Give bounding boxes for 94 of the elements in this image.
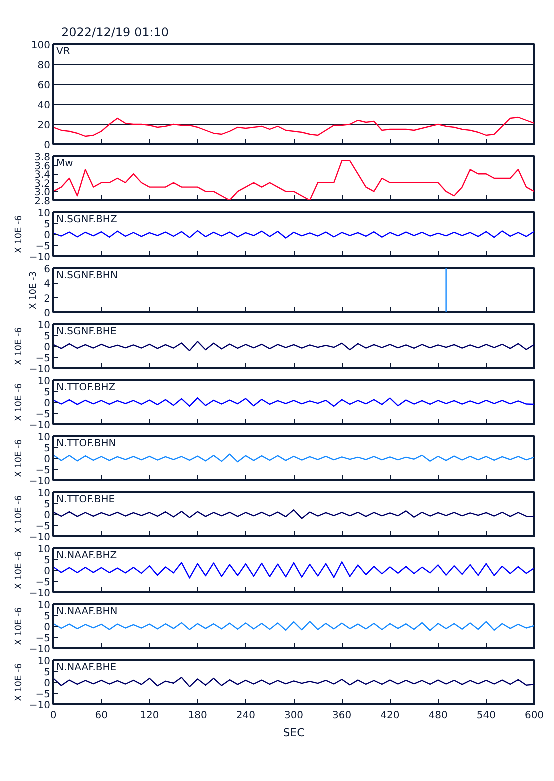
chart-title: 2022/12/19 01:10 (62, 26, 170, 40)
y-tick-label: 5 (44, 388, 51, 398)
y-tick-label: −5 (36, 410, 51, 420)
y-tick-label: 10 (38, 320, 51, 332)
y-tick-label: −10 (29, 420, 51, 432)
y-tick-label: 10 (38, 488, 51, 500)
y-tick-label: 0 (44, 140, 51, 152)
x-tick-label: 360 (332, 710, 352, 722)
y-tick-label: 5 (44, 612, 51, 622)
x-axis-title: SEC (283, 726, 306, 740)
x-tick-label: 60 (95, 710, 108, 722)
y-tick-label: −5 (36, 578, 51, 588)
x-tick-label: 120 (140, 710, 160, 722)
y-tick-label: −10 (29, 364, 51, 376)
series-label: N.NAAF.BHN (56, 606, 118, 618)
y-tick-label: 5 (44, 668, 51, 678)
y-tick-label: 0 (44, 308, 51, 320)
y-tick-label: 0 (44, 622, 51, 634)
y-tick-label: 40 (38, 100, 51, 112)
line-series (54, 562, 534, 579)
line-series (54, 454, 534, 463)
y-tick-label: 10 (38, 432, 51, 444)
y-tick-label: −10 (29, 588, 51, 600)
y-tick-label: 5 (44, 556, 51, 566)
y-tick-label: −5 (36, 466, 51, 476)
y-tick-label: 0 (44, 566, 51, 578)
text: N.SGNF.BHN (56, 270, 118, 282)
series-label: N.SGNF.BHE (56, 326, 117, 338)
y-axis-title: X 10E -6 (14, 495, 24, 534)
x-tick-label: 180 (188, 710, 208, 722)
y-tick-label: 10 (38, 656, 51, 668)
y-tick-label: −5 (36, 690, 51, 700)
series-label: N.TTOF.BHN (56, 438, 116, 450)
y-tick-label: 2.8 (34, 196, 51, 208)
y-axis-title: X 10E -6 (14, 607, 24, 646)
y-tick-label: 5 (44, 332, 51, 342)
y-tick-label: 0 (44, 230, 51, 242)
y-tick-label: 0 (44, 510, 51, 522)
y-tick-label: −10 (29, 476, 51, 488)
y-axis-title: X 10E -3 (29, 272, 40, 310)
y-tick-label: −5 (36, 634, 51, 644)
y-tick-label: 3.8 (34, 152, 51, 164)
y-tick-label: −5 (36, 354, 51, 364)
y-axis-title: X 10E -6 (14, 439, 24, 478)
y-tick-label: 80 (38, 60, 51, 72)
line-series (54, 160, 534, 200)
line-series (54, 230, 534, 239)
y-tick-label: 10 (38, 600, 51, 612)
y-axis-title: X 10E -6 (14, 215, 24, 254)
x-tick-label: 480 (428, 710, 448, 722)
x-tick-label: 540 (476, 710, 496, 722)
y-tick-label: 2 (44, 294, 51, 305)
y-tick-label: −10 (29, 252, 51, 264)
y-tick-label: 0 (44, 398, 51, 410)
y-tick-label: −10 (29, 700, 51, 712)
series-label: N.SGNF.BHZ (56, 214, 118, 226)
y-tick-label: 0 (44, 454, 51, 466)
y-tick-label: 0 (44, 678, 51, 690)
y-axis-title: X 10E -6 (14, 551, 24, 590)
y-tick-label: 10 (38, 376, 51, 388)
y-tick-label: 5 (44, 444, 51, 454)
y-tick-label: 0 (44, 342, 51, 354)
line-series (54, 510, 534, 520)
y-axis-title: X 10E -6 (14, 663, 24, 702)
series-label: N.TTOF.BHZ (56, 382, 116, 394)
y-tick-label: 5 (44, 500, 51, 510)
y-tick-label: −10 (29, 532, 51, 544)
line-series (54, 341, 534, 352)
y-axis-title: X 10E -6 (14, 383, 24, 422)
x-tick-label: 600 (524, 710, 544, 722)
y-axis-title: X 10E -6 (14, 327, 24, 366)
series-label: N.NAAF.BHE (56, 662, 117, 674)
y-tick-label: 10 (38, 208, 51, 220)
line-series (54, 621, 534, 632)
series-label: Mw (56, 158, 74, 170)
series-label: N.TTOF.BHE (56, 494, 116, 506)
line-series (54, 677, 534, 688)
y-tick-label: 4 (44, 279, 51, 290)
y-tick-label: 10 (38, 544, 51, 556)
y-tick-label: −5 (36, 242, 51, 252)
y-tick-label: −5 (36, 522, 51, 532)
x-tick-label: 300 (284, 710, 304, 722)
y-tick-label: 6 (44, 264, 51, 276)
y-tick-label: 60 (38, 80, 51, 92)
y-tick-label: 20 (38, 120, 51, 132)
y-tick-label: 5 (44, 220, 51, 230)
y-tick-label: 100 (31, 40, 51, 52)
line-series (54, 116, 534, 138)
series-label: N.NAAF.BHZ (56, 550, 118, 562)
y-tick-label: −10 (29, 644, 51, 656)
text: VR (56, 46, 70, 58)
x-tick-label: 420 (380, 710, 400, 722)
x-tick-label: 240 (236, 710, 256, 722)
line-series (54, 398, 534, 408)
